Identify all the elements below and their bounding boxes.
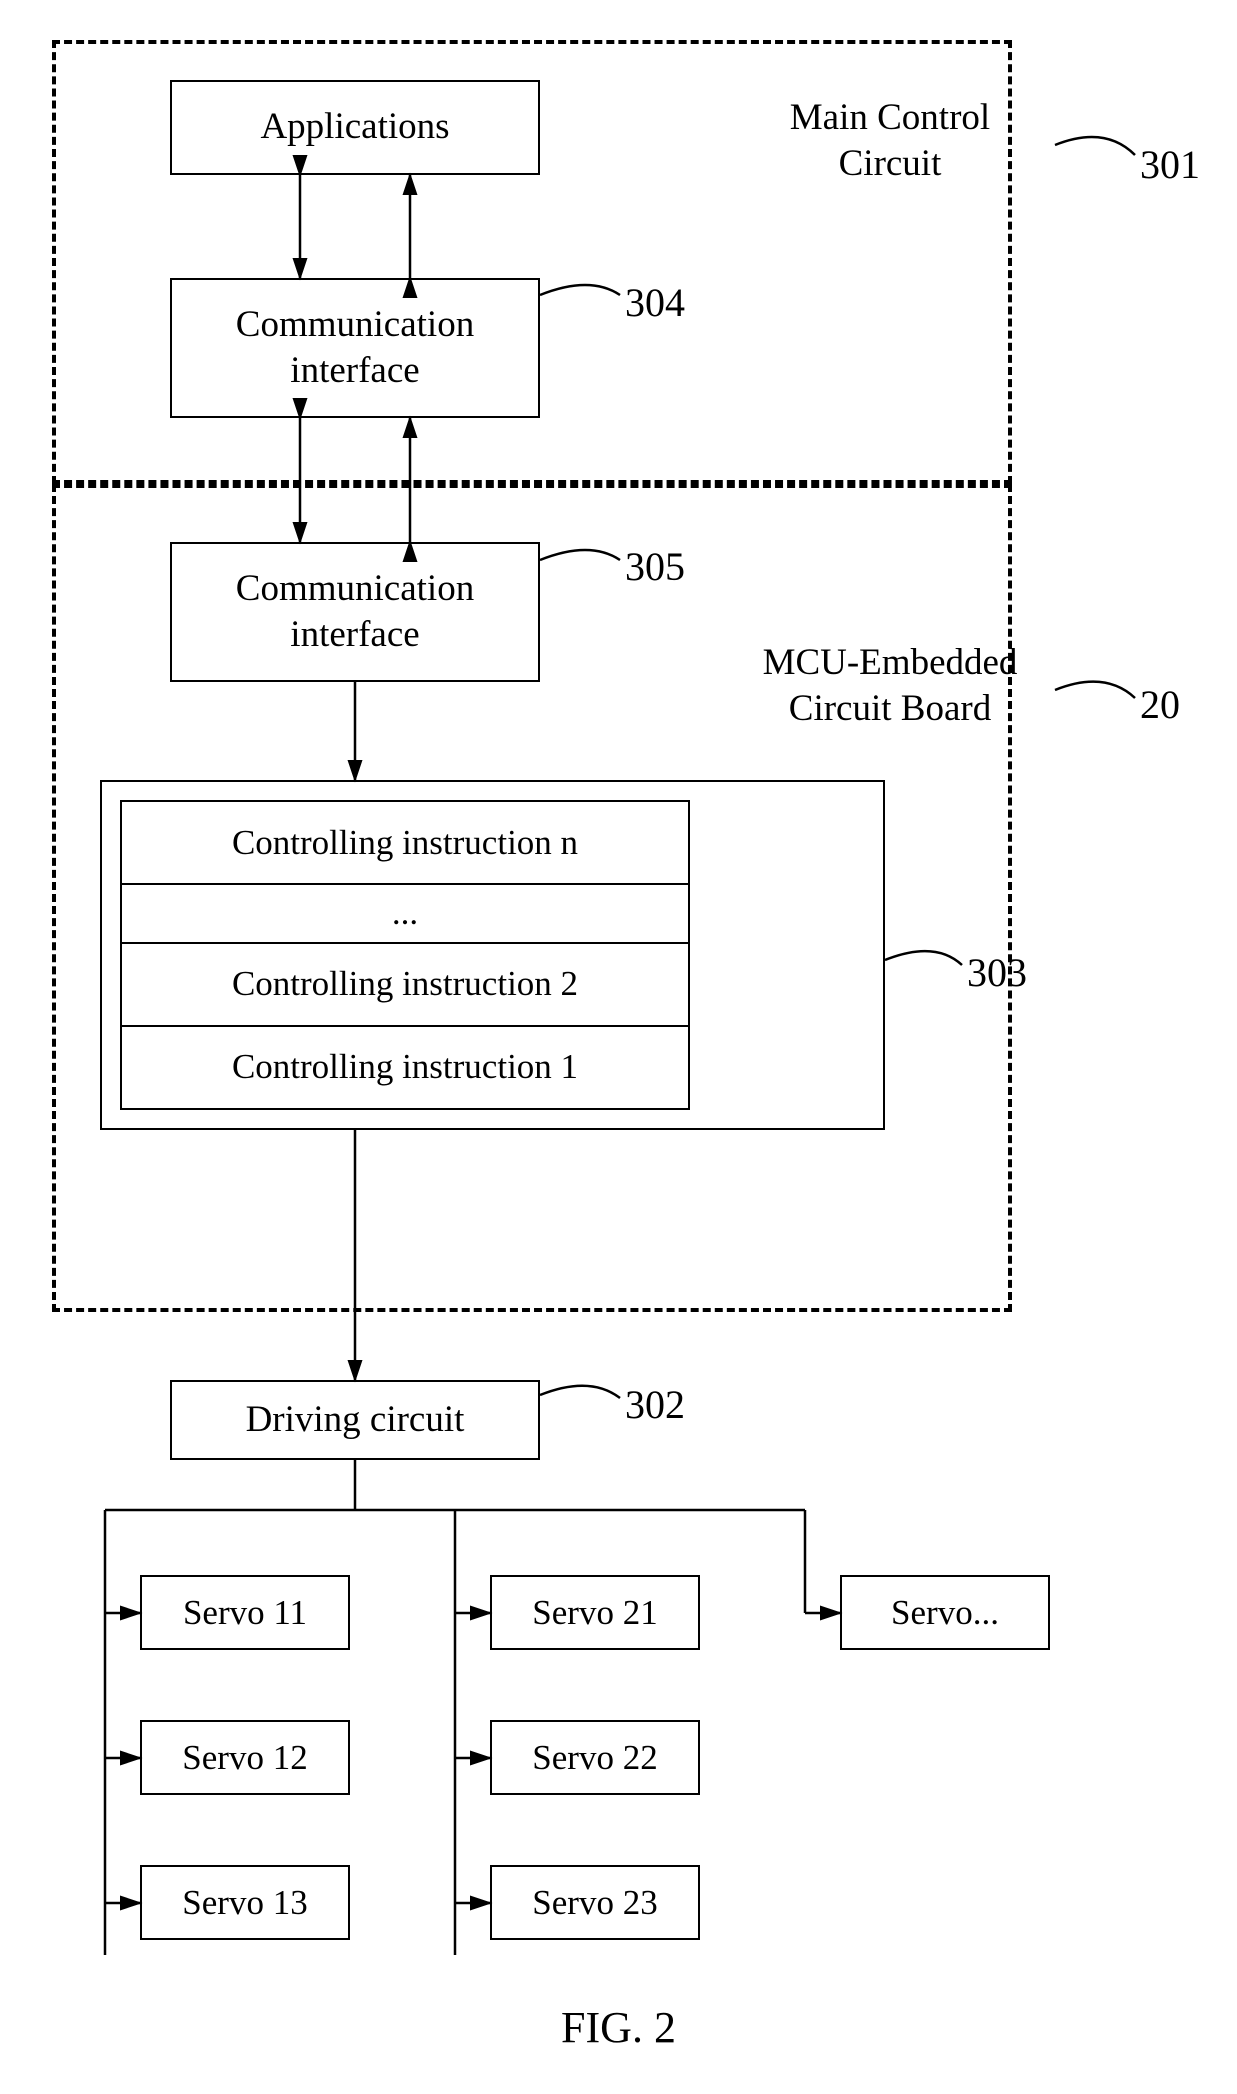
servo-13-box: Servo 13 xyxy=(140,1865,350,1940)
servo-more-box: Servo... xyxy=(840,1575,1050,1650)
comm-lower-text: Communication interface xyxy=(236,566,474,659)
callout-302: 302 xyxy=(625,1380,685,1430)
applications-box: Applications xyxy=(170,80,540,175)
cache-row-3: Controlling instruction 1 xyxy=(122,1027,688,1108)
callout-301: 301 xyxy=(1140,140,1200,190)
driving-circuit-box: Driving circuit xyxy=(170,1380,540,1460)
comm-interface-lower: Communication interface xyxy=(170,542,540,682)
main-control-label: Main Control Circuit xyxy=(760,95,1020,188)
callout-20: 20 xyxy=(1140,680,1180,730)
comm-interface-upper: Communication interface xyxy=(170,278,540,418)
servo-22-box: Servo 22 xyxy=(490,1720,700,1795)
applications-text: Applications xyxy=(260,104,449,150)
cache-stack: Controlling instruction n ... Controllin… xyxy=(120,800,690,1110)
servo-23-box: Servo 23 xyxy=(490,1865,700,1940)
cache-row-0: Controlling instruction n xyxy=(122,802,688,885)
callout-304: 304 xyxy=(625,278,685,328)
figure-label: FIG. 2 xyxy=(0,2000,1237,2055)
cache-row-2: Controlling instruction 2 xyxy=(122,944,688,1027)
callout-305: 305 xyxy=(625,542,685,592)
servo-12-box: Servo 12 xyxy=(140,1720,350,1795)
mcu-board-label: MCU-Embedded Circuit Board xyxy=(730,640,1050,733)
diagram-canvas: Main Control Circuit MCU-Embedded Circui… xyxy=(0,0,1237,2094)
comm-upper-text: Communication interface xyxy=(236,302,474,395)
callout-303: 303 xyxy=(967,948,1027,998)
driving-text: Driving circuit xyxy=(246,1397,465,1443)
cache-row-1: ... xyxy=(122,885,688,944)
servo-21-box: Servo 21 xyxy=(490,1575,700,1650)
servo-11-box: Servo 11 xyxy=(140,1575,350,1650)
